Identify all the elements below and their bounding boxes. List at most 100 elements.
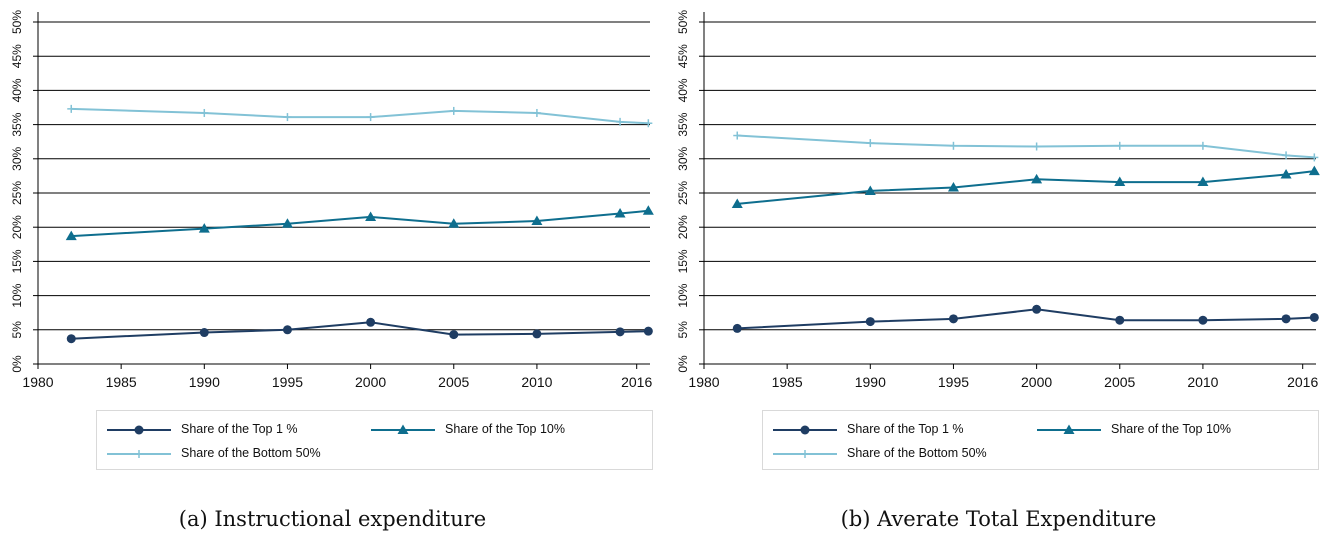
data-point <box>1114 176 1126 187</box>
legend-top10-marker-icon <box>371 424 435 434</box>
data-point <box>615 327 625 337</box>
y-tick-label: 5% <box>10 321 24 339</box>
data-point <box>614 208 626 218</box>
series-line <box>737 308 1315 330</box>
data-point <box>864 185 876 195</box>
data-point <box>449 330 459 340</box>
x-tick-label: 2016 <box>621 374 652 390</box>
chart-b-plot: 0% 5% 10% 15% 20% 25% 30% 35% 40% 45% 50% 1980 1985 1… <box>676 10 1320 390</box>
chart-a-plot: 0% 5% 10% 15% 20% 25% 30% 35% 40% 45% 50% 1980 1985 1… <box>10 10 654 390</box>
data-point <box>1197 176 1209 187</box>
data-point <box>1282 151 1291 160</box>
data-point <box>365 211 377 221</box>
data-point <box>449 106 458 115</box>
data-point <box>366 317 376 327</box>
legend-label-top1: Share of the Top 1 % <box>181 422 298 436</box>
data-point <box>200 108 209 117</box>
x-tick-label: 1990 <box>189 374 220 390</box>
data-point <box>947 182 959 192</box>
legend-bottom50-marker-icon <box>773 450 837 458</box>
y-tick-label: 25% <box>10 181 24 205</box>
x-tick-label: 2000 <box>1021 374 1052 390</box>
data-point <box>865 317 875 327</box>
data-point <box>66 334 76 344</box>
x-tick-label: 2016 <box>1287 374 1318 390</box>
x-tick-label: 2005 <box>438 374 469 390</box>
x-tick-label: 1995 <box>938 374 969 390</box>
data-point <box>949 141 958 150</box>
y-tick-label: 35% <box>676 112 690 136</box>
y-tick-label: 40% <box>676 78 690 102</box>
data-point <box>1281 314 1291 324</box>
x-tick-label: 1980 <box>22 374 53 390</box>
data-point <box>866 139 875 148</box>
data-point <box>67 104 76 113</box>
x-tick-label: 1985 <box>106 374 137 390</box>
y-tick-label: 5% <box>676 321 690 339</box>
data-point <box>198 223 210 233</box>
y-tick-label: 40% <box>10 78 24 102</box>
x-tick-label: 1980 <box>688 374 719 390</box>
series-line <box>737 170 1315 205</box>
y-tick-label: 15% <box>10 249 24 273</box>
legend-label-bottom50: Share of the Bottom 50% <box>847 446 987 460</box>
series-line <box>71 209 649 238</box>
data-point <box>1031 173 1043 184</box>
data-point <box>532 108 541 117</box>
data-point <box>948 314 958 324</box>
chart-b-legend: Share of the Top 1 % Share of the Top 10… <box>762 410 1319 470</box>
y-tick-label: 30% <box>676 146 690 170</box>
y-tick-label: 35% <box>10 112 24 136</box>
chart-b-caption: (b) Averate Total Expenditure <box>840 507 1157 531</box>
data-point <box>199 328 209 338</box>
data-point <box>281 218 293 228</box>
x-tick-label: 1990 <box>855 374 886 390</box>
legend-top1-marker-icon <box>773 425 837 435</box>
y-tick-label: 10% <box>676 283 690 307</box>
data-point <box>1115 315 1125 325</box>
data-point <box>366 113 375 122</box>
y-tick-label: 10% <box>10 283 24 307</box>
legend-label-top10: Share of the Top 10% <box>445 422 565 436</box>
y-tick-label: 20% <box>676 215 690 239</box>
y-tick-label: 30% <box>10 146 24 170</box>
y-tick-label: 20% <box>10 215 24 239</box>
legend-label-top1: Share of the Top 1 % <box>847 422 964 436</box>
y-tick-label: 50% <box>10 10 24 34</box>
data-point <box>1115 141 1124 150</box>
data-point <box>733 131 742 140</box>
x-tick-label: 2010 <box>1187 374 1218 390</box>
chart-a-legend: Share of the Top 1 % Share of the Top 10… <box>96 410 653 470</box>
y-tick-label: 25% <box>676 181 690 205</box>
data-point <box>532 329 542 339</box>
data-point <box>732 323 742 333</box>
data-point <box>644 119 653 128</box>
data-point <box>531 215 543 226</box>
legend-top1-marker-icon <box>107 425 171 435</box>
series-line <box>737 134 1315 159</box>
data-point <box>642 205 654 215</box>
chart-panel-a: 0% 5% 10% 15% 20% 25% 30% 35% 40% 45% 50% 1980 1985 1… <box>0 0 665 543</box>
x-tick-label: 2005 <box>1104 374 1135 390</box>
chart-a-caption: (a) Instructional expenditure <box>178 507 487 531</box>
data-point <box>1198 141 1207 150</box>
data-point <box>1280 169 1292 179</box>
data-point <box>65 230 77 241</box>
x-tick-label: 1995 <box>272 374 303 390</box>
data-point <box>731 198 743 208</box>
legend-label-bottom50: Share of the Bottom 50% <box>181 446 321 460</box>
y-tick-label: 15% <box>676 249 690 273</box>
data-point <box>1308 165 1320 176</box>
x-tick-label: 1985 <box>772 374 803 390</box>
legend-label-top10: Share of the Top 10% <box>1111 422 1231 436</box>
y-tick-label: 0% <box>10 355 24 373</box>
series-line <box>71 321 649 340</box>
y-tick-label: 50% <box>676 10 690 34</box>
x-tick-label: 2000 <box>355 374 386 390</box>
y-tick-label: 45% <box>676 44 690 68</box>
y-tick-label: 45% <box>10 44 24 68</box>
data-point <box>616 117 625 126</box>
data-point <box>1032 142 1041 151</box>
data-point <box>448 218 460 228</box>
data-point <box>643 326 653 336</box>
